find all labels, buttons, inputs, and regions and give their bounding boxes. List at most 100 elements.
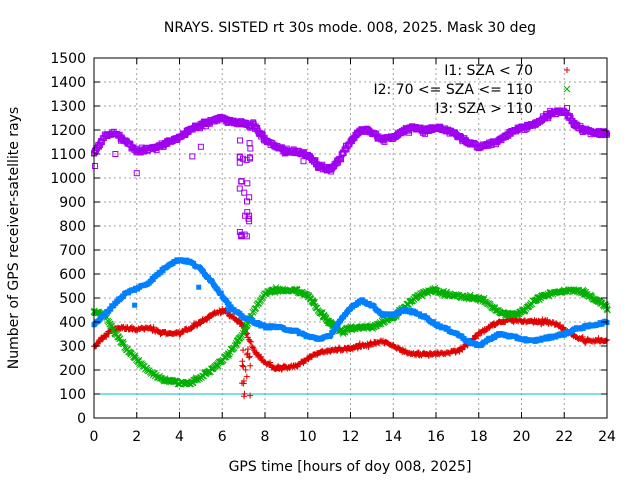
data-point-outlier-3 xyxy=(243,198,250,205)
y-tick-label: 1200 xyxy=(50,123,86,139)
series-4 xyxy=(91,257,610,349)
data-point-outlier-3 xyxy=(244,209,251,216)
y-tick-label: 100 xyxy=(59,387,86,403)
data-point-outlier-1 xyxy=(241,393,248,400)
legend-marker-3 xyxy=(564,105,570,111)
legend-label-i3: I3: SZA > 110 xyxy=(435,101,533,117)
data-point-2 xyxy=(481,298,489,306)
axis-ticks: 0 2 4 6 8 10 12 14 16 18 20 22 240100200300400500600… xyxy=(50,51,616,445)
data-point-2 xyxy=(108,322,116,330)
data-point-1 xyxy=(150,324,157,331)
y-tick-label: 700 xyxy=(59,243,86,259)
data-point-3 xyxy=(312,157,319,164)
data-point-2 xyxy=(238,331,246,339)
y-tick-label: 400 xyxy=(59,315,86,331)
data-point-1 xyxy=(365,344,372,351)
y-tick-label: 1100 xyxy=(50,147,86,163)
x-tick-label: 6 xyxy=(218,429,227,445)
y-tick-label: 800 xyxy=(59,219,86,235)
data-point-outlier-3 xyxy=(300,158,307,165)
data-point-4 xyxy=(218,290,224,296)
data-point-1 xyxy=(258,353,265,360)
data-point-outlier-3 xyxy=(92,163,99,169)
data-point-outlier-1 xyxy=(246,353,253,360)
data-point-outlier-1 xyxy=(247,392,254,399)
data-point-outlier-3 xyxy=(197,143,204,150)
data-point-1 xyxy=(247,338,254,345)
data-point-outlier-1 xyxy=(243,373,250,380)
series-3 xyxy=(91,107,610,240)
data-point-1 xyxy=(203,317,210,324)
data-point-outlier-3 xyxy=(241,189,248,196)
data-point-2 xyxy=(492,306,499,314)
data-point-1 xyxy=(249,344,256,351)
y-tick-label: 0 xyxy=(77,411,86,427)
y-tick-label: 1400 xyxy=(50,75,86,91)
data-point-4 xyxy=(121,293,127,299)
data-point-outlier-4 xyxy=(132,302,138,308)
data-point-3 xyxy=(252,123,259,130)
data-point-outlier-3 xyxy=(238,178,245,185)
data-point-4 xyxy=(150,276,156,282)
data-point-outlier-1 xyxy=(240,347,247,354)
data-point-outlier-1 xyxy=(240,380,247,387)
data-point-outlier-3 xyxy=(112,151,119,157)
data-point-outlier-3 xyxy=(236,159,243,166)
y-tick-label: 1500 xyxy=(50,51,86,67)
data-point-outlier-3 xyxy=(246,154,253,161)
data-point-4 xyxy=(226,301,232,307)
data-point-1 xyxy=(557,321,564,328)
x-tick-label: 24 xyxy=(598,429,616,445)
y-tick-label: 1000 xyxy=(50,171,86,187)
legend-label-i2: I2: 70 <= SZA <= 110 xyxy=(373,82,533,98)
data-point-1 xyxy=(267,359,274,366)
data-point-outlier-3 xyxy=(237,137,244,144)
data-point-4 xyxy=(328,332,334,338)
data-point-1 xyxy=(475,333,482,340)
data-point-outlier-3 xyxy=(238,231,245,238)
data-point-2 xyxy=(603,302,610,310)
data-point-outlier-1 xyxy=(240,363,247,370)
data-point-1 xyxy=(603,337,610,344)
data-point-outlier-3 xyxy=(244,180,251,187)
data-point-1 xyxy=(246,338,253,345)
x-tick-label: 12 xyxy=(342,429,360,445)
data-point-outlier-3 xyxy=(246,212,253,219)
x-tick-label: 22 xyxy=(555,429,573,445)
data-point-outlier-1 xyxy=(242,366,249,373)
series-1 xyxy=(91,305,610,400)
data-point-3 xyxy=(98,139,105,146)
data-point-2 xyxy=(243,321,251,329)
x-tick-label: 10 xyxy=(299,429,317,445)
data-point-outlier-3 xyxy=(236,185,243,192)
legend-marker-1 xyxy=(564,67,570,73)
data-point-2 xyxy=(443,288,450,296)
x-tick-label: 8 xyxy=(261,429,270,445)
legend: I1: SZA < 70 I2: 70 <= SZA <= 110 I3: SZ… xyxy=(373,63,571,117)
data-point-2 xyxy=(225,350,233,358)
y-tick-label: 300 xyxy=(59,339,86,355)
data-point-outlier-1 xyxy=(244,350,251,357)
x-tick-label: 18 xyxy=(470,429,488,445)
y-axis-label: Number of GPS receiver-satellite rays xyxy=(6,107,22,369)
y-tick-label: 500 xyxy=(59,291,86,307)
data-point-2 xyxy=(208,365,215,373)
data-point-outlier-3 xyxy=(247,145,254,152)
x-axis-label: GPS time [hours of doy 008, 2025] xyxy=(229,459,472,475)
data-point-2 xyxy=(225,352,232,359)
data-point-2 xyxy=(257,297,265,304)
data-point-3 xyxy=(603,130,610,137)
y-tick-label: 900 xyxy=(59,195,86,211)
data-point-1 xyxy=(237,319,244,326)
data-point-1 xyxy=(356,340,363,347)
data-point-1 xyxy=(103,333,110,340)
data-point-2 xyxy=(119,338,127,346)
chart-title: NRAYS. SISTED rt 30s mode. 008, 2025. Ma… xyxy=(164,20,536,36)
series-layer xyxy=(90,107,611,400)
x-tick-label: 0 xyxy=(90,429,99,445)
y-tick-label: 1300 xyxy=(50,99,86,115)
data-point-outlier-4 xyxy=(226,307,232,313)
x-tick-label: 4 xyxy=(175,429,184,445)
x-tick-label: 2 xyxy=(132,429,141,445)
